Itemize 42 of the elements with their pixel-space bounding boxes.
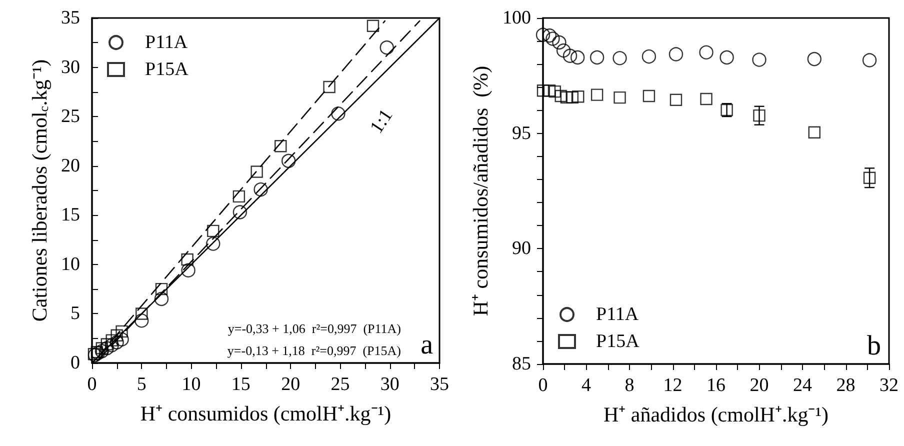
legend-label: P11A: [596, 304, 639, 325]
y-tick-label: 35: [61, 8, 80, 28]
y-tick-label: 0: [70, 352, 80, 374]
annotation: 1:1: [366, 106, 398, 138]
x-tick-label: 28: [836, 375, 856, 396]
x-tick-label: 12: [663, 375, 682, 396]
y-tick-label: 10: [61, 254, 80, 275]
x-tick-label: 25: [330, 374, 350, 395]
annotation: y=-0,33 + 1,06 r²=0,997 (P11A): [228, 321, 401, 336]
y-tick-label: 90: [512, 238, 531, 260]
x-tick-label: 35: [430, 374, 449, 395]
y-tick-label: 20: [61, 155, 80, 176]
x-tick-label: 32: [880, 375, 898, 396]
x-tick-label: 16: [706, 375, 726, 396]
x-tick-label: 15: [231, 374, 250, 395]
y-axis-title: Cationes liberados (cmolc.kg⁻¹): [28, 59, 52, 322]
y-tick-label: 85: [512, 354, 531, 374]
y-axis-title: H⁺ consumidos/añadidos (%): [468, 66, 492, 316]
x-tick-label: 5: [136, 374, 146, 395]
x-tick-label: 8: [624, 375, 634, 396]
y-tick-label: 30: [61, 56, 80, 78]
annotation: b: [867, 330, 881, 362]
x-tick-label: 20: [281, 374, 300, 395]
x-axis-title: H⁺ añadidos (cmolH⁺.kg⁻¹): [603, 402, 829, 426]
x-axis-title: H⁺ consumidos (cmolH⁺.kg⁻¹): [140, 402, 392, 426]
y-tick-label: 5: [70, 303, 80, 324]
x-tick-label: 0: [538, 375, 548, 396]
x-tick-label: 0: [87, 374, 97, 395]
legend-label: P11A: [145, 32, 188, 53]
x-tick-label: 30: [380, 374, 400, 395]
x-tick-label: 20: [750, 375, 769, 396]
x-tick-label: 10: [182, 374, 201, 395]
legend-label: P15A: [145, 59, 189, 80]
x-tick-label: 4: [582, 375, 592, 396]
annotation: y=-0,13 + 1,18 r²=0,997 (P15A): [227, 343, 401, 358]
legend-label: P15A: [596, 331, 640, 352]
y-tick-label: 25: [61, 106, 80, 128]
y-tick-label: 95: [512, 122, 531, 144]
annotation: a: [420, 330, 434, 360]
x-tick-label: 24: [793, 375, 812, 396]
y-tick-label: 100: [502, 8, 531, 28]
y-tick-label: 15: [61, 204, 80, 226]
